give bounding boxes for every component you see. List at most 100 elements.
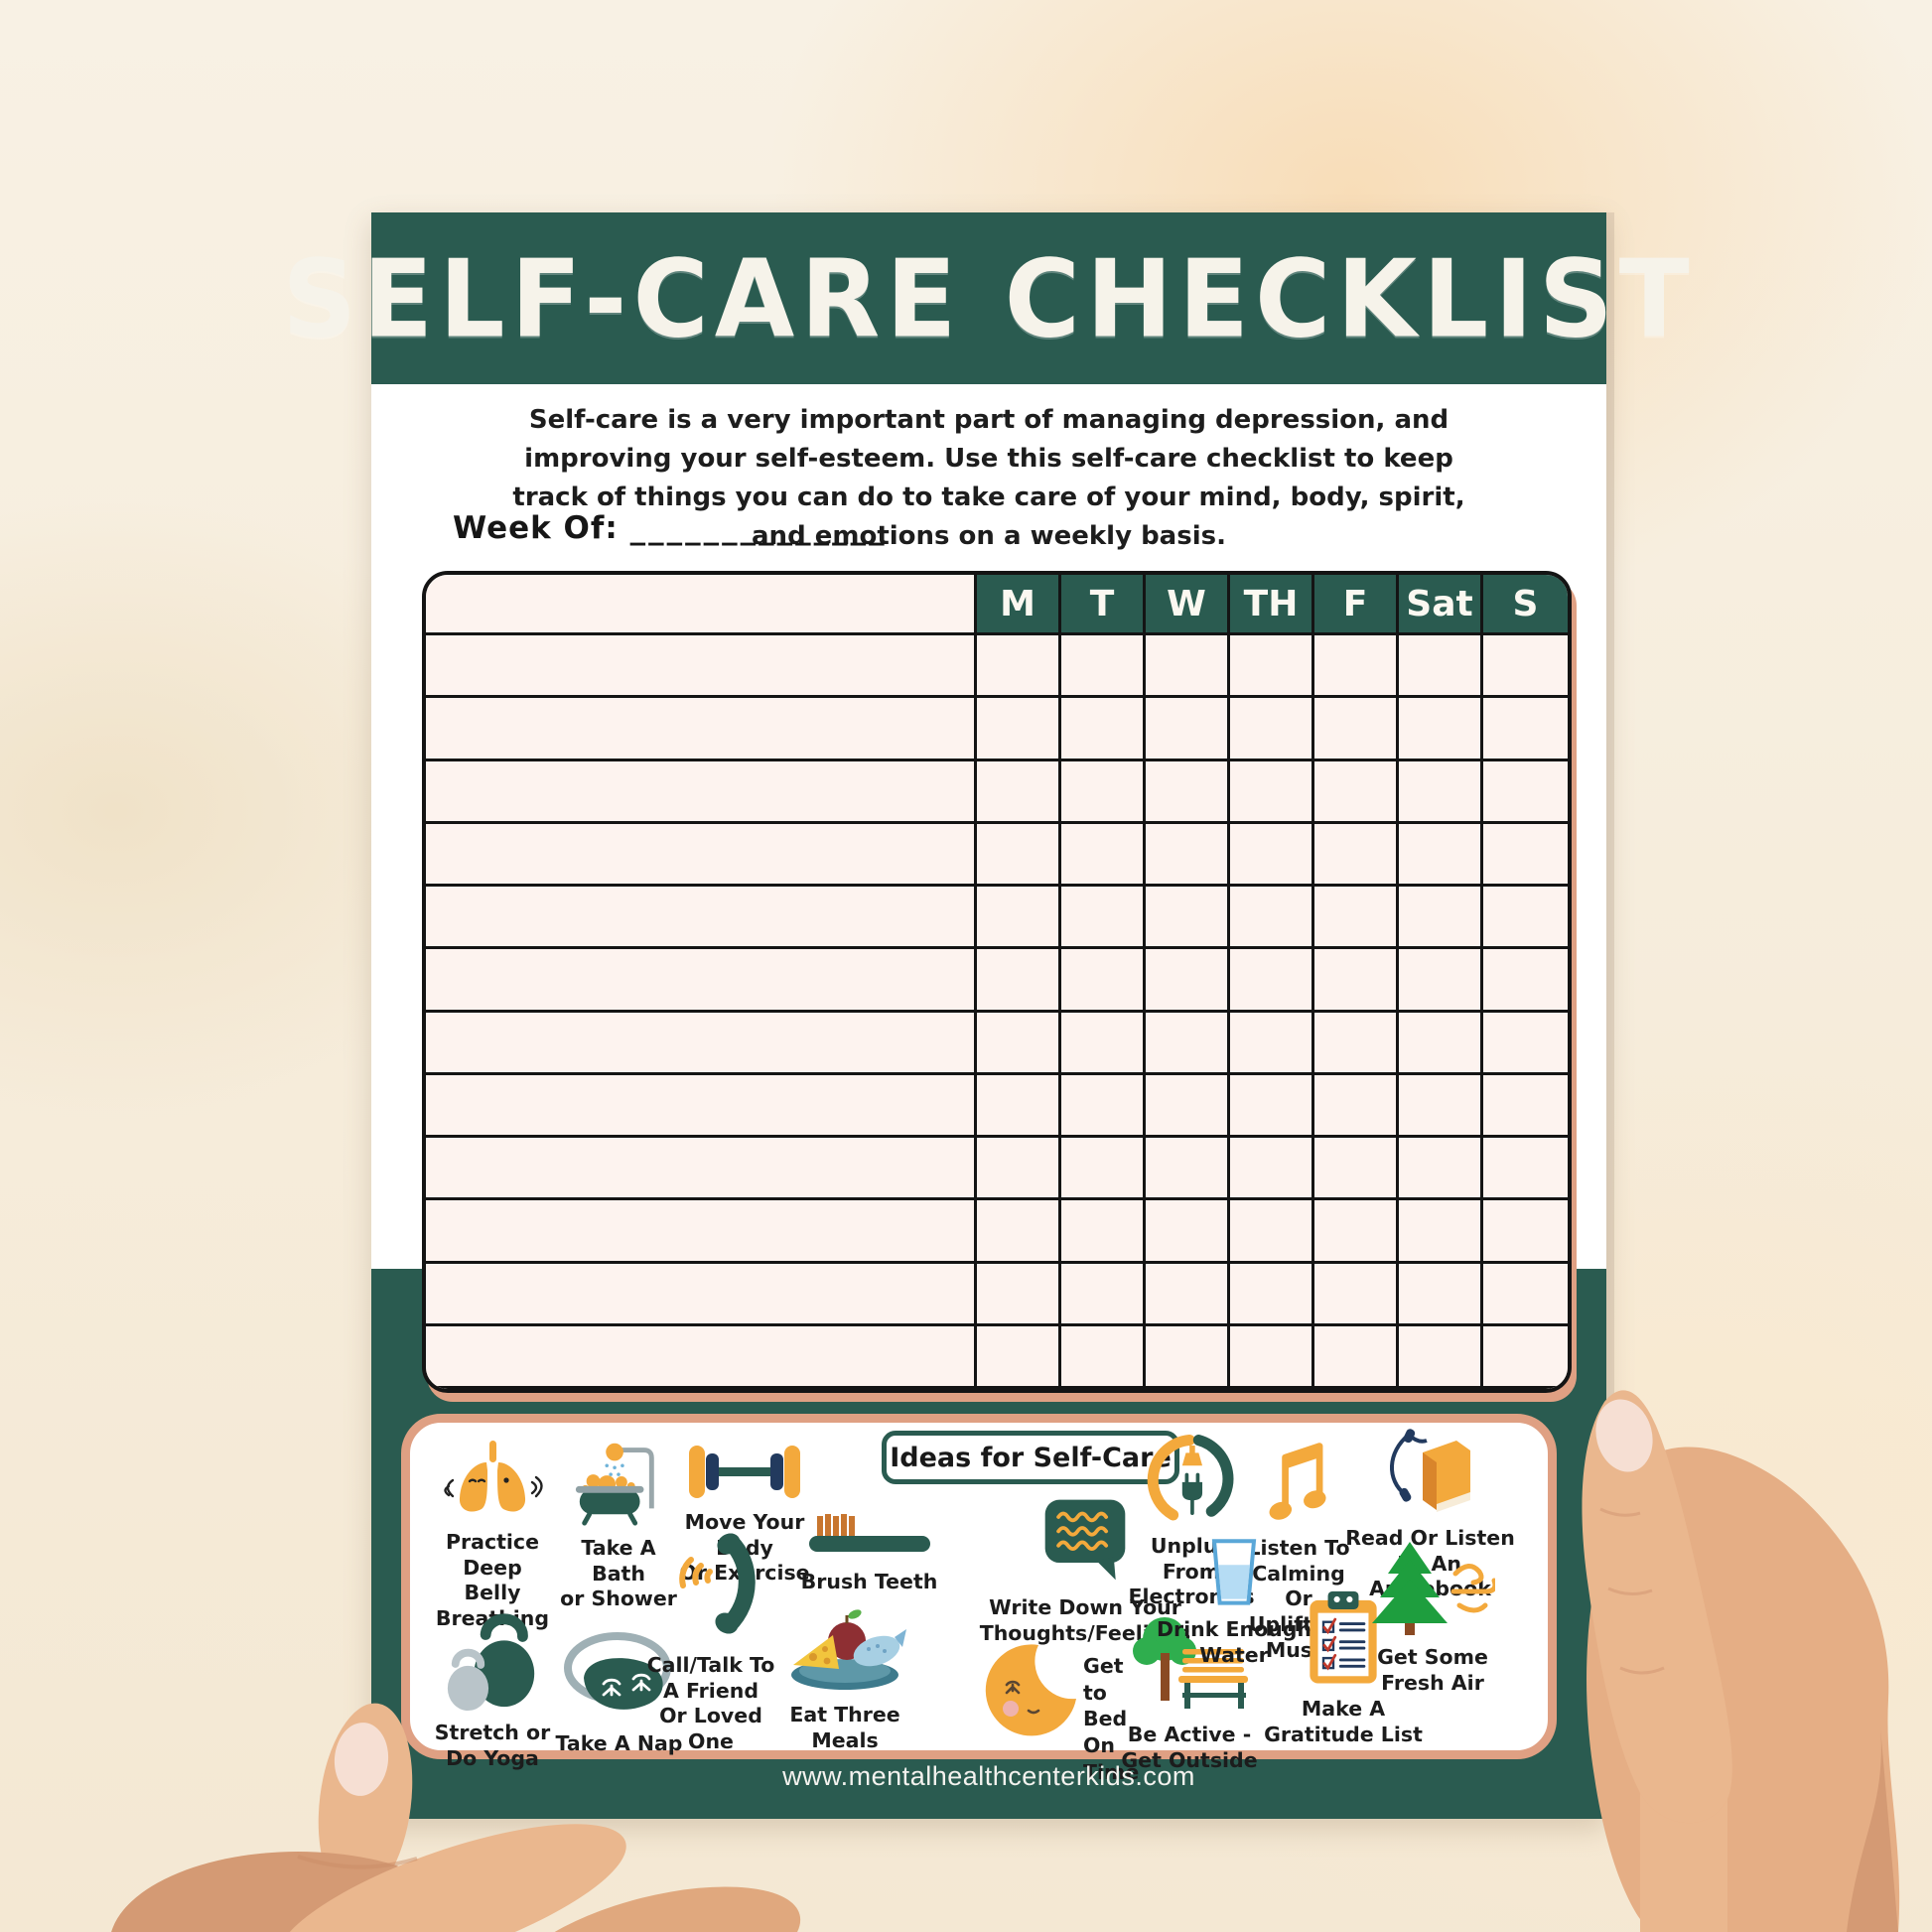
check-cell-row12-W[interactable] bbox=[1146, 1325, 1230, 1389]
check-cell-row12-S[interactable] bbox=[1483, 1325, 1568, 1389]
check-cell-row6-T[interactable] bbox=[1061, 949, 1146, 1013]
check-cell-row6-Sat[interactable] bbox=[1399, 949, 1483, 1013]
check-cell-row3-F[interactable] bbox=[1314, 760, 1399, 824]
check-cell-row5-M[interactable] bbox=[977, 887, 1061, 950]
check-cell-row8-W[interactable] bbox=[1146, 1074, 1230, 1138]
check-cell-row2-F[interactable] bbox=[1314, 698, 1399, 761]
check-cell-row5-F[interactable] bbox=[1314, 887, 1399, 950]
check-cell-row7-S[interactable] bbox=[1483, 1012, 1568, 1075]
check-cell-row5-W[interactable] bbox=[1146, 887, 1230, 950]
check-cell-row9-F[interactable] bbox=[1314, 1138, 1399, 1201]
check-cell-row10-M[interactable] bbox=[977, 1200, 1061, 1264]
check-cell-row5-S[interactable] bbox=[1483, 887, 1568, 950]
check-cell-row7-Sat[interactable] bbox=[1399, 1012, 1483, 1075]
check-cell-row6-S[interactable] bbox=[1483, 949, 1568, 1013]
check-cell-row2-S[interactable] bbox=[1483, 698, 1568, 761]
check-cell-row1-M[interactable] bbox=[977, 635, 1061, 699]
check-cell-row11-M[interactable] bbox=[977, 1263, 1061, 1326]
check-cell-row10-F[interactable] bbox=[1314, 1200, 1399, 1264]
check-cell-row5-T[interactable] bbox=[1061, 887, 1146, 950]
check-cell-row1-S[interactable] bbox=[1483, 635, 1568, 699]
check-cell-row11-TH[interactable] bbox=[1230, 1263, 1314, 1326]
check-cell-row9-M[interactable] bbox=[977, 1138, 1061, 1201]
check-cell-row12-F[interactable] bbox=[1314, 1325, 1399, 1389]
right-hand bbox=[1582, 1390, 1900, 1932]
check-cell-row12-M[interactable] bbox=[977, 1325, 1061, 1389]
check-cell-row3-T[interactable] bbox=[1061, 760, 1146, 824]
check-cell-row6-TH[interactable] bbox=[1230, 949, 1314, 1013]
check-cell-row4-T[interactable] bbox=[1061, 823, 1146, 887]
check-cell-row1-Sat[interactable] bbox=[1399, 635, 1483, 699]
check-cell-row4-W[interactable] bbox=[1146, 823, 1230, 887]
check-cell-row3-TH[interactable] bbox=[1230, 760, 1314, 824]
check-cell-row2-M[interactable] bbox=[977, 698, 1061, 761]
check-cell-row10-S[interactable] bbox=[1483, 1200, 1568, 1264]
check-cell-row1-T[interactable] bbox=[1061, 635, 1146, 699]
activity-cell-row6[interactable] bbox=[426, 949, 977, 1013]
check-cell-row7-F[interactable] bbox=[1314, 1012, 1399, 1075]
check-cell-row4-TH[interactable] bbox=[1230, 823, 1314, 887]
check-cell-row2-TH[interactable] bbox=[1230, 698, 1314, 761]
check-cell-row8-M[interactable] bbox=[977, 1074, 1061, 1138]
check-cell-row10-TH[interactable] bbox=[1230, 1200, 1314, 1264]
activity-cell-row11[interactable] bbox=[426, 1263, 977, 1326]
check-cell-row2-W[interactable] bbox=[1146, 698, 1230, 761]
activity-cell-row3[interactable] bbox=[426, 760, 977, 824]
activity-cell-row9[interactable] bbox=[426, 1138, 977, 1201]
week-of-input-line[interactable]: ______________ bbox=[629, 510, 888, 546]
check-cell-row9-S[interactable] bbox=[1483, 1138, 1568, 1201]
check-cell-row7-T[interactable] bbox=[1061, 1012, 1146, 1075]
check-cell-row9-TH[interactable] bbox=[1230, 1138, 1314, 1201]
check-cell-row1-W[interactable] bbox=[1146, 635, 1230, 699]
check-cell-row7-TH[interactable] bbox=[1230, 1012, 1314, 1075]
check-cell-row8-S[interactable] bbox=[1483, 1074, 1568, 1138]
check-cell-row11-S[interactable] bbox=[1483, 1263, 1568, 1326]
check-cell-row2-T[interactable] bbox=[1061, 698, 1146, 761]
activity-cell-row4[interactable] bbox=[426, 823, 977, 887]
activity-cell-row8[interactable] bbox=[426, 1074, 977, 1138]
check-cell-row8-T[interactable] bbox=[1061, 1074, 1146, 1138]
activity-cell-row5[interactable] bbox=[426, 887, 977, 950]
idea-practice-deep-belly-breathing: Practice Deep Belly Breathing bbox=[428, 1437, 557, 1632]
check-cell-row9-Sat[interactable] bbox=[1399, 1138, 1483, 1201]
check-cell-row3-W[interactable] bbox=[1146, 760, 1230, 824]
check-cell-row4-F[interactable] bbox=[1314, 823, 1399, 887]
activity-cell-row7[interactable] bbox=[426, 1012, 977, 1075]
check-cell-row10-W[interactable] bbox=[1146, 1200, 1230, 1264]
check-cell-row2-Sat[interactable] bbox=[1399, 698, 1483, 761]
check-cell-row11-W[interactable] bbox=[1146, 1263, 1230, 1326]
activity-cell-row1[interactable] bbox=[426, 635, 977, 699]
check-cell-row6-F[interactable] bbox=[1314, 949, 1399, 1013]
check-cell-row8-TH[interactable] bbox=[1230, 1074, 1314, 1138]
check-cell-row1-F[interactable] bbox=[1314, 635, 1399, 699]
check-cell-row10-Sat[interactable] bbox=[1399, 1200, 1483, 1264]
check-cell-row4-M[interactable] bbox=[977, 823, 1061, 887]
check-cell-row3-S[interactable] bbox=[1483, 760, 1568, 824]
check-cell-row5-TH[interactable] bbox=[1230, 887, 1314, 950]
check-cell-row10-T[interactable] bbox=[1061, 1200, 1146, 1264]
activity-cell-row2[interactable] bbox=[426, 698, 977, 761]
check-cell-row1-TH[interactable] bbox=[1230, 635, 1314, 699]
check-cell-row4-S[interactable] bbox=[1483, 823, 1568, 887]
check-cell-row11-Sat[interactable] bbox=[1399, 1263, 1483, 1326]
check-cell-row12-Sat[interactable] bbox=[1399, 1325, 1483, 1389]
check-cell-row8-Sat[interactable] bbox=[1399, 1074, 1483, 1138]
check-cell-row9-W[interactable] bbox=[1146, 1138, 1230, 1201]
check-cell-row12-TH[interactable] bbox=[1230, 1325, 1314, 1389]
check-cell-row6-M[interactable] bbox=[977, 949, 1061, 1013]
check-cell-row11-T[interactable] bbox=[1061, 1263, 1146, 1326]
check-cell-row3-Sat[interactable] bbox=[1399, 760, 1483, 824]
check-cell-row11-F[interactable] bbox=[1314, 1263, 1399, 1326]
check-cell-row12-T[interactable] bbox=[1061, 1325, 1146, 1389]
check-cell-row7-W[interactable] bbox=[1146, 1012, 1230, 1075]
check-cell-row6-W[interactable] bbox=[1146, 949, 1230, 1013]
check-cell-row9-T[interactable] bbox=[1061, 1138, 1146, 1201]
idea-listen-to-music: Listen To Calming Or Uplifting Music bbox=[1244, 1437, 1353, 1663]
check-cell-row4-Sat[interactable] bbox=[1399, 823, 1483, 887]
activity-cell-row10[interactable] bbox=[426, 1200, 977, 1264]
check-cell-row8-F[interactable] bbox=[1314, 1074, 1399, 1138]
check-cell-row3-M[interactable] bbox=[977, 760, 1061, 824]
check-cell-row7-M[interactable] bbox=[977, 1012, 1061, 1075]
activity-cell-row12[interactable] bbox=[426, 1325, 977, 1389]
check-cell-row5-Sat[interactable] bbox=[1399, 887, 1483, 950]
